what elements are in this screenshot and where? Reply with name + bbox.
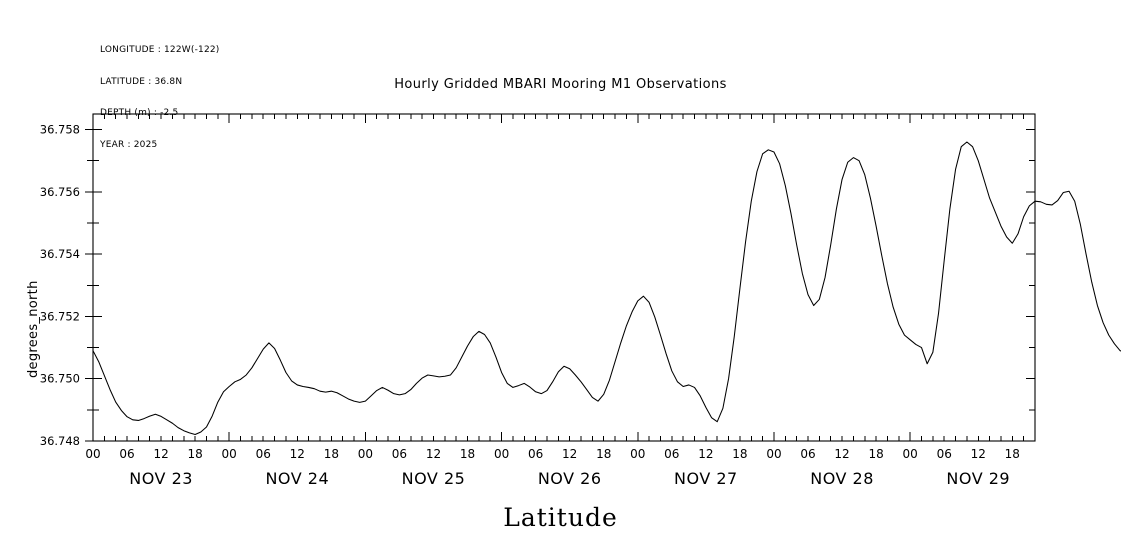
x-tick-label: 00 — [630, 447, 645, 461]
metadata-depth: DEPTH (m) : -2.5 — [100, 108, 179, 118]
x-tick-label: 00 — [494, 447, 509, 461]
x-tick-label: 12 — [971, 447, 986, 461]
metadata-longitude: LONGITUDE : 122W(-122) — [100, 45, 220, 55]
x-tick-label: 06 — [119, 447, 134, 461]
x-tick-label: 18 — [1005, 447, 1020, 461]
metadata-block: LONGITUDE : 122W(-122) LATITUDE : 36.8N … — [100, 24, 220, 171]
x-tick-label: 06 — [800, 447, 815, 461]
x-day-label: NOV 23 — [129, 469, 193, 488]
x-tick-label: 06 — [256, 447, 271, 461]
x-tick-label: 12 — [698, 447, 713, 461]
x-tick-label: 00 — [903, 447, 918, 461]
x-day-label: NOV 29 — [946, 469, 1010, 488]
x-tick-label: 18 — [732, 447, 747, 461]
axis-ticks — [85, 114, 1036, 442]
y-tick-label: 36.752 — [40, 309, 80, 323]
x-tick-label: 18 — [868, 447, 883, 461]
x-tick-label: 00 — [85, 447, 100, 461]
y-tick-label: 36.748 — [40, 434, 80, 448]
x-tick-label: 12 — [153, 447, 168, 461]
x-tick-label: 00 — [766, 447, 781, 461]
x-day-label: NOV 25 — [402, 469, 466, 488]
x-day-label: NOV 26 — [538, 469, 602, 488]
y-tick-label: 36.754 — [40, 247, 80, 261]
x-tick-label: 06 — [528, 447, 543, 461]
x-tick-label: 00 — [358, 447, 373, 461]
x-tick-label: 18 — [460, 447, 475, 461]
x-day-label: NOV 24 — [265, 469, 329, 488]
x-tick-label: 06 — [664, 447, 679, 461]
chart-title: Hourly Gridded MBARI Mooring M1 Observat… — [394, 77, 727, 92]
x-axis-label: Latitude — [503, 503, 618, 532]
x-tick-label: 06 — [937, 447, 952, 461]
x-tick-label: 18 — [596, 447, 611, 461]
plot-frame — [92, 113, 1036, 442]
y-tick-label: 36.756 — [40, 185, 80, 199]
x-day-labels: NOV 23 NOV 24 NOV 25 NOV 26 NOV 27 NOV 28 NOV … — [129, 469, 1010, 488]
data-series-line — [92, 141, 1121, 435]
metadata-latitude: LATITUDE : 36.8N — [100, 76, 183, 87]
x-tick-label: 18 — [188, 447, 203, 461]
y-tick-label: 36.750 — [40, 372, 80, 386]
x-tick-label: 06 — [392, 447, 407, 461]
x-tick-label: 00 — [222, 447, 237, 461]
y-tick-label: 36.758 — [40, 123, 80, 137]
x-tick-label: 18 — [324, 447, 339, 461]
metadata-year: YEAR : 2025 — [100, 139, 158, 150]
x-day-label: NOV 28 — [810, 469, 874, 488]
x-tick-label: 12 — [562, 447, 577, 461]
x-tick-label: 12 — [834, 447, 849, 461]
y-tick-labels: 36.748 36.750 36.752 36.754 36.756 36.758 — [40, 123, 80, 448]
x-tick-labels: 00 06 12 18 00 06 12 18 00 06 12 18 00 06 12 18 00 06 12 18… — [85, 447, 1020, 461]
x-tick-label: 12 — [290, 447, 305, 461]
x-day-label: NOV 27 — [674, 469, 738, 488]
x-tick-label: 12 — [426, 447, 441, 461]
